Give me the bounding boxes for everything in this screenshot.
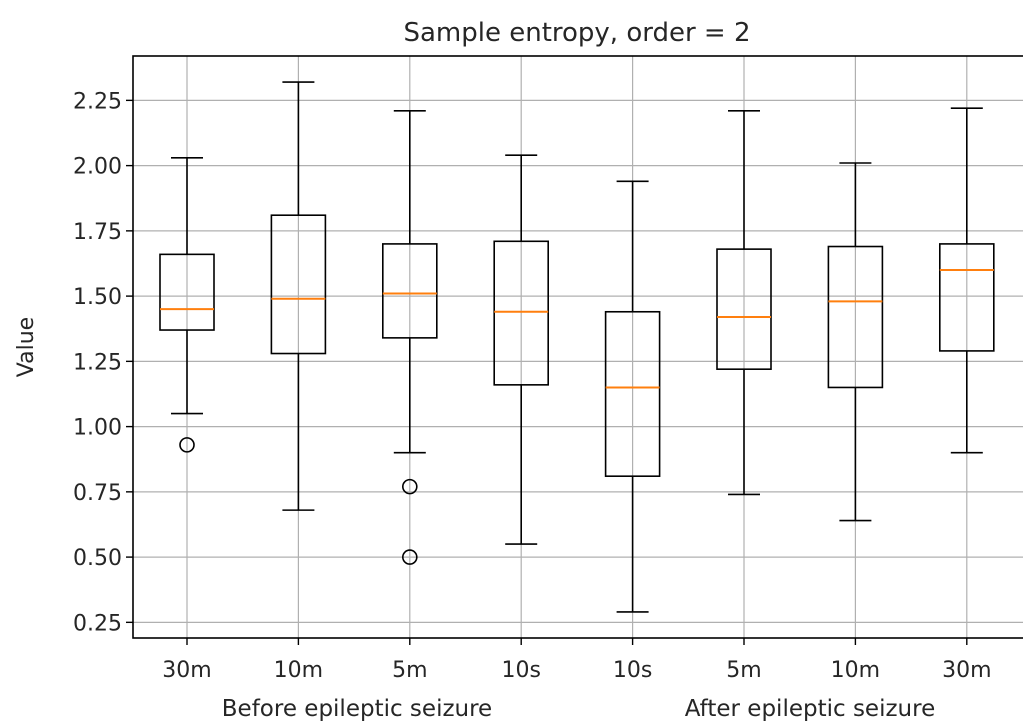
box-3 [493, 154, 550, 545]
y-tick-label: 0.25 [73, 611, 122, 636]
box-iqr [493, 240, 550, 386]
group-label-after: After epileptic seizure [685, 696, 935, 722]
x-tick-label: 10s [613, 658, 652, 683]
box-6 [827, 162, 884, 522]
box-iqr [827, 245, 884, 389]
y-tick-label: 1.50 [73, 285, 122, 310]
box-iqr [159, 253, 215, 331]
box-1 [270, 81, 327, 511]
outlier-point [401, 549, 418, 565]
box-iqr [270, 214, 327, 355]
x-tick-label: 10m [831, 658, 880, 683]
plot-frame [132, 55, 1023, 639]
y-tick-label: 1.75 [73, 220, 122, 245]
y-tick-label: 0.50 [73, 546, 122, 571]
y-tick-label: 2.00 [73, 155, 122, 180]
outlier-point [401, 478, 418, 495]
box-7 [938, 107, 995, 454]
x-tick-label: 5m [726, 658, 761, 683]
x-tick-label: 30m [942, 658, 991, 683]
x-tick-label: 10s [501, 658, 540, 683]
y-tick-label: 0.75 [73, 481, 122, 506]
y-tick-label: 1.00 [73, 416, 122, 441]
chart-title: Sample entropy, order = 2 [403, 18, 750, 48]
box-iqr [938, 243, 995, 352]
y-tick-label: 1.25 [73, 350, 122, 375]
box-0 [159, 156, 215, 453]
ticks-layer: 0.25 0.50 0.75 1.00 1.25 1.50 1.75 2.00 2.25 30m 1… [73, 89, 992, 683]
y-axis-label: Value [14, 317, 39, 377]
box-4 [604, 180, 661, 613]
boxes-layer [159, 81, 995, 613]
x-tick-label: 10m [274, 658, 323, 683]
outlier-point [179, 437, 195, 453]
box-5 [716, 110, 772, 496]
box-2 [381, 110, 438, 565]
box-iqr [604, 310, 661, 477]
box-iqr [716, 248, 772, 370]
y-tick-label: 2.25 [73, 89, 122, 114]
group-label-before: Before epileptic seizure [222, 696, 492, 722]
x-tick-label: 5m [392, 658, 427, 683]
x-tick-label: 30m [162, 658, 211, 683]
box-iqr [381, 243, 438, 339]
